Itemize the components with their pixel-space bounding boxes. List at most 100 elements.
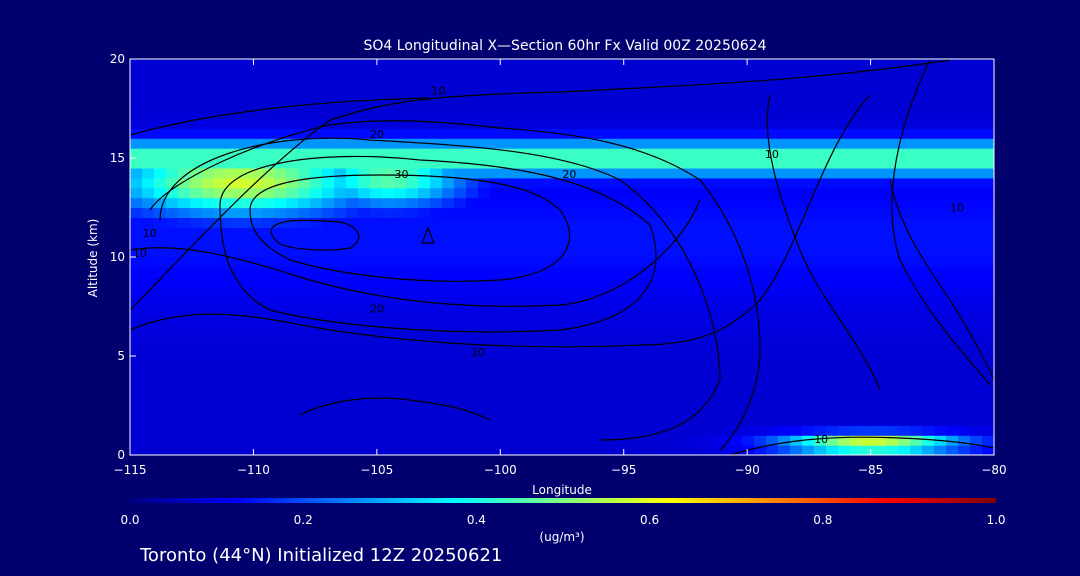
heatmap-cell: [154, 148, 167, 159]
heatmap-cell: [718, 356, 731, 367]
heatmap-cell: [286, 108, 299, 119]
heatmap-cell: [850, 217, 863, 228]
heatmap-cell: [526, 356, 539, 367]
heatmap-cell: [406, 425, 419, 436]
heatmap-cell: [130, 286, 143, 298]
heatmap-cell: [514, 68, 527, 80]
heatmap-cell: [562, 356, 575, 367]
heatmap-cell: [622, 385, 635, 397]
heatmap-cell: [730, 227, 743, 238]
heatmap-cell: [910, 356, 923, 367]
heatmap-cell: [322, 88, 335, 100]
heatmap-cell: [586, 88, 599, 100]
heatmap-cell: [130, 68, 143, 80]
heatmap-cell: [226, 88, 239, 100]
heatmap-cell: [874, 167, 887, 179]
heatmap-cell: [226, 237, 239, 248]
heatmap-cell: [154, 108, 167, 119]
heatmap-cell: [358, 286, 371, 298]
heatmap-cell: [214, 375, 227, 387]
heatmap-cell: [622, 98, 635, 110]
heatmap-cell: [586, 365, 599, 377]
heatmap-cell: [310, 59, 323, 70]
heatmap-cell: [466, 158, 479, 169]
heatmap-cell: [346, 405, 359, 416]
heatmap-cell: [322, 158, 335, 169]
heatmap-cell: [346, 128, 359, 139]
heatmap-cell: [394, 375, 407, 387]
heatmap-cell: [922, 296, 935, 308]
heatmap-cell: [850, 68, 863, 80]
heatmap-cell: [598, 356, 611, 367]
heatmap-cell: [874, 98, 887, 110]
heatmap-cell: [898, 336, 911, 347]
heatmap-cell: [814, 187, 827, 199]
heatmap-cell: [574, 68, 587, 80]
heatmap-cell: [742, 187, 755, 199]
heatmap-cell: [286, 148, 299, 159]
heatmap-cell: [142, 405, 155, 416]
heatmap-cell: [286, 365, 299, 377]
heatmap-cell: [130, 257, 143, 268]
heatmap-cell: [442, 98, 455, 110]
heatmap-cell: [358, 78, 371, 90]
heatmap-cell: [490, 365, 503, 377]
heatmap-cell: [886, 167, 899, 179]
heatmap-cell: [706, 68, 719, 80]
heatmap-cell: [658, 118, 671, 129]
heatmap-cell: [490, 257, 503, 268]
heatmap-cell: [382, 177, 395, 189]
heatmap-cell: [190, 336, 203, 347]
heatmap-cell: [610, 286, 623, 298]
heatmap-cell: [250, 336, 263, 347]
heatmap-cell: [190, 306, 203, 317]
heatmap-cell: [310, 425, 323, 436]
heatmap-cell: [310, 385, 323, 397]
heatmap-cell: [454, 177, 467, 189]
heatmap-cell: [418, 415, 431, 426]
heatmap-cell: [874, 296, 887, 308]
heatmap-cell: [682, 108, 695, 119]
x-tick-label: −110: [237, 463, 270, 477]
heatmap-cell: [670, 148, 683, 159]
heatmap-cell: [358, 276, 371, 288]
heatmap-cell: [190, 316, 203, 327]
heatmap-cell: [730, 68, 743, 80]
heatmap-cell: [154, 237, 167, 248]
heatmap-cell: [334, 78, 347, 90]
heatmap-cell: [598, 227, 611, 238]
heatmap-cell: [598, 128, 611, 139]
heatmap-cell: [238, 128, 251, 139]
heatmap-cell: [454, 237, 467, 248]
heatmap-cell: [394, 237, 407, 248]
heatmap-cell: [226, 98, 239, 110]
heatmap-cell: [886, 227, 899, 238]
heatmap-cell: [838, 346, 851, 357]
heatmap-cell: [514, 177, 527, 189]
heatmap-cell: [766, 197, 779, 209]
heatmap-cell: [466, 59, 479, 70]
contour-label: 10: [765, 148, 779, 161]
heatmap-cell: [706, 375, 719, 387]
heatmap-cell: [862, 306, 875, 317]
heatmap-cell: [454, 227, 467, 238]
heatmap-cell: [802, 445, 815, 455]
heatmap-cell: [778, 118, 791, 129]
heatmap-cell: [850, 237, 863, 248]
heatmap-cell: [550, 415, 563, 426]
heatmap-cell: [202, 266, 215, 278]
heatmap-cell: [610, 128, 623, 139]
heatmap-cell: [922, 167, 935, 179]
heatmap-cell: [394, 59, 407, 70]
heatmap-cell: [238, 405, 251, 416]
x-tick-label: −105: [360, 463, 393, 477]
heatmap-cell: [934, 68, 947, 80]
heatmap-cell: [310, 138, 323, 149]
heatmap-cell: [886, 177, 899, 189]
heatmap-cell: [610, 177, 623, 189]
heatmap-cell: [418, 326, 431, 337]
heatmap-cell: [874, 375, 887, 387]
heatmap-cell: [190, 158, 203, 169]
heatmap-cell: [274, 118, 287, 129]
heatmap-cell: [490, 187, 503, 199]
